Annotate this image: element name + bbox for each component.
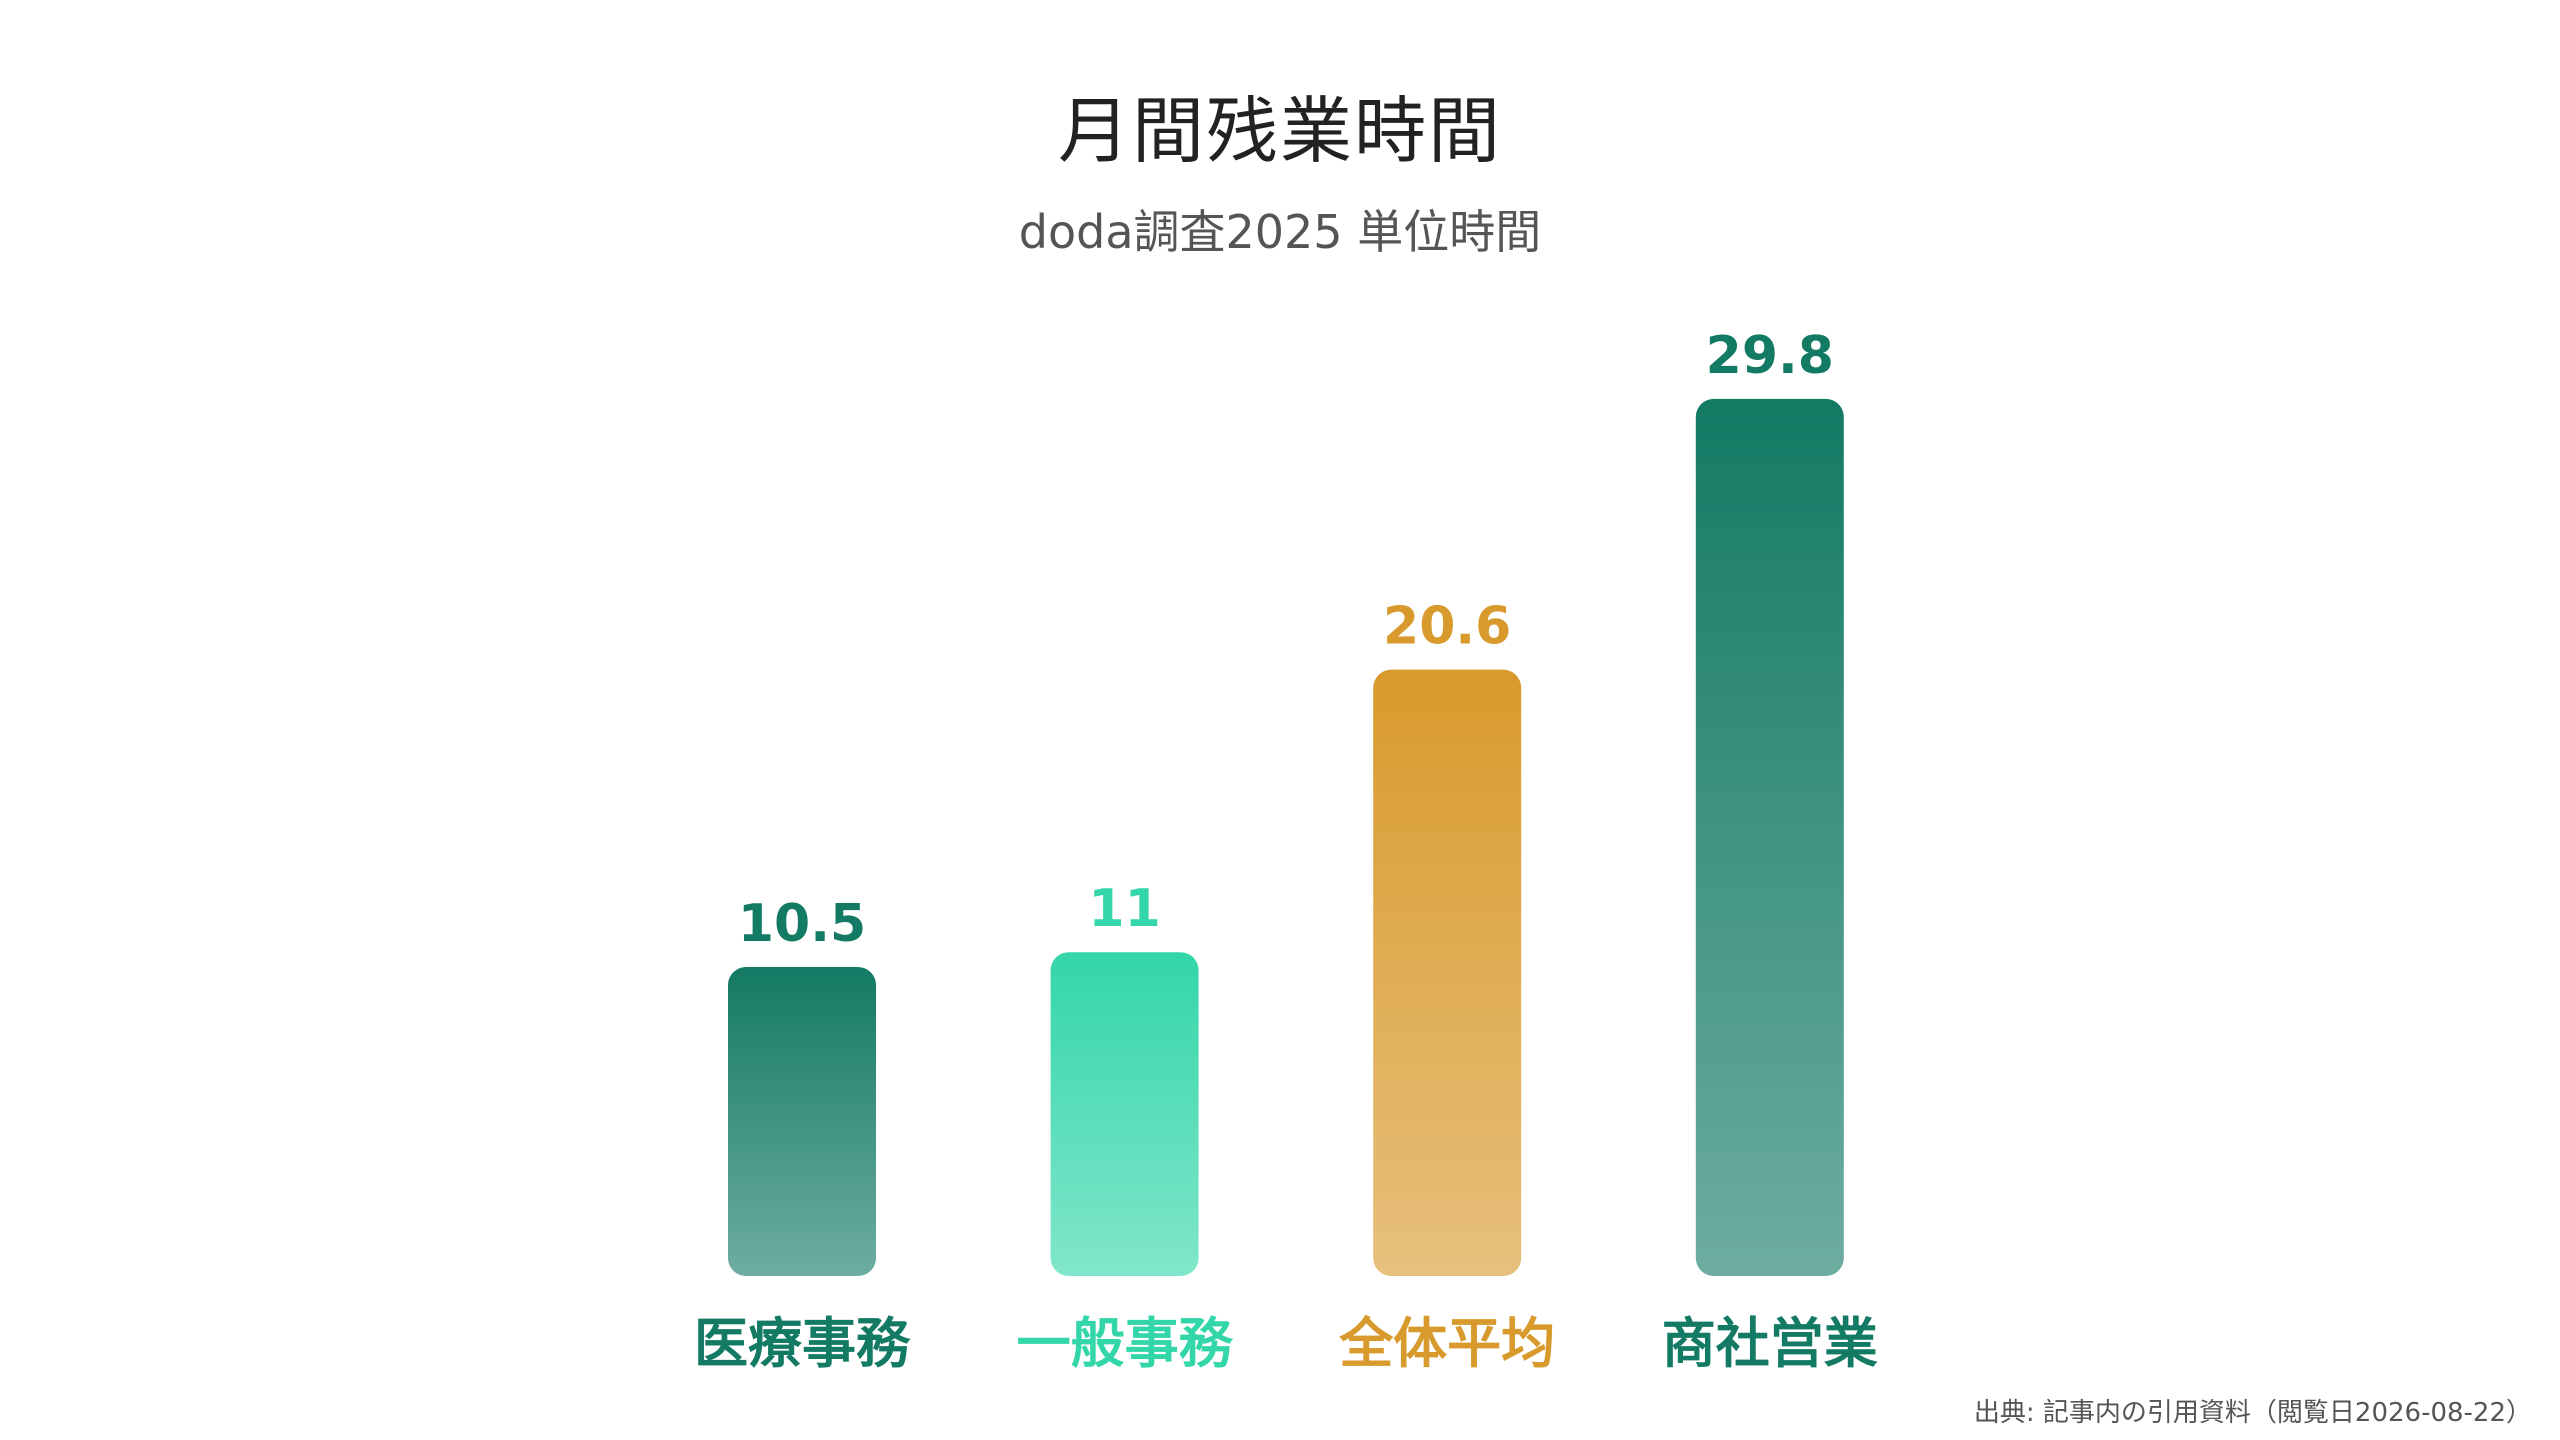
value-labels-layer: 10.5 11 20.6 29.8 <box>738 326 1834 954</box>
category-label-4: 商社営業 <box>1662 1312 1878 1375</box>
value-label-3: 20.6 <box>1383 597 1511 657</box>
category-labels-layer: 医療事務 一般事務 全体平均 商社営業 <box>694 1312 1878 1375</box>
value-label-1: 10.5 <box>738 894 866 954</box>
bar-3 <box>1373 669 1522 1276</box>
category-label-3: 全体平均 <box>1338 1312 1555 1375</box>
chart-title: 月間残業時間 <box>1057 89 1502 173</box>
chart-subtitle: doda調査2025 単位時間 <box>1018 205 1542 259</box>
value-label-4: 29.8 <box>1706 326 1834 386</box>
category-label-2: 一般事務 <box>1017 1312 1234 1375</box>
value-label-2: 11 <box>1088 879 1160 939</box>
bar-4 <box>1695 398 1844 1276</box>
category-label-1: 医療事務 <box>694 1312 911 1375</box>
bar-1 <box>728 966 876 1276</box>
source-note: 出典: 記事内の引用資料（閲覧日2026-08-22） <box>1973 1398 2532 1428</box>
bar-2 <box>1050 952 1199 1276</box>
bars-layer <box>728 398 1844 1276</box>
